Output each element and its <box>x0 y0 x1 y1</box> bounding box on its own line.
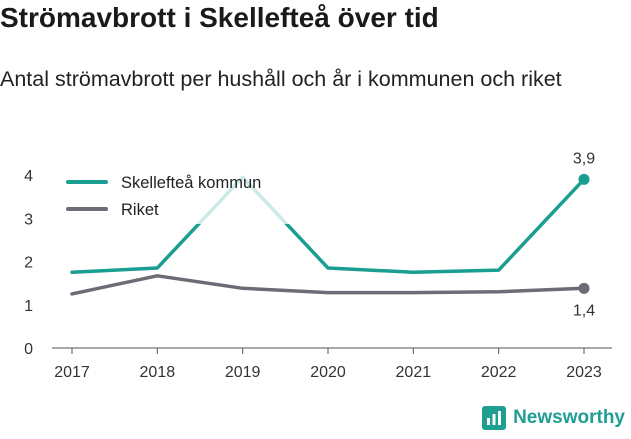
data-label: 1,4 <box>573 302 595 319</box>
data-label: 3,9 <box>573 150 595 167</box>
y-tick-label: 3 <box>24 211 33 228</box>
series-end-point <box>578 282 590 294</box>
series-end-point <box>578 173 590 185</box>
series-line <box>70 175 586 275</box>
chart-lines <box>70 173 590 296</box>
newsworthy-brand: Newsworthy <box>482 406 625 430</box>
y-tick-label: 2 <box>24 255 33 272</box>
chart-subtitle: Antal strömavbrott per hushåll och år i … <box>0 67 562 91</box>
x-tick-label: 2021 <box>396 364 432 381</box>
series-line <box>70 274 586 296</box>
x-tick-label: 2017 <box>54 364 90 381</box>
x-tick-label: 2020 <box>310 364 346 381</box>
newsworthy-logo-icon <box>482 406 507 430</box>
legend-label: Skellefteå kommun <box>121 174 261 192</box>
x-tick-label: 2022 <box>481 364 517 381</box>
y-tick-label: 4 <box>24 168 33 185</box>
y-tick-label: 0 <box>24 341 33 358</box>
chart-end-labels: 3,9 1,4 <box>573 150 595 319</box>
chart-title: Strömavbrott i Skellefteå över tid <box>0 2 439 33</box>
x-tick-label: 2018 <box>140 364 176 381</box>
chart-axes: 0 1 2 3 4 2017 2018 2019 2020 2021 2022 2023 <box>24 168 612 381</box>
chart-legend: Skellefteå kommun Riket <box>60 166 302 224</box>
y-tick-label: 1 <box>24 298 33 315</box>
legend-label: Riket <box>121 201 159 219</box>
brand-name: Newsworthy <box>513 407 625 428</box>
x-tick-label: 2019 <box>225 364 261 381</box>
legend-background <box>60 166 302 224</box>
x-tick-label: 2023 <box>566 364 602 381</box>
